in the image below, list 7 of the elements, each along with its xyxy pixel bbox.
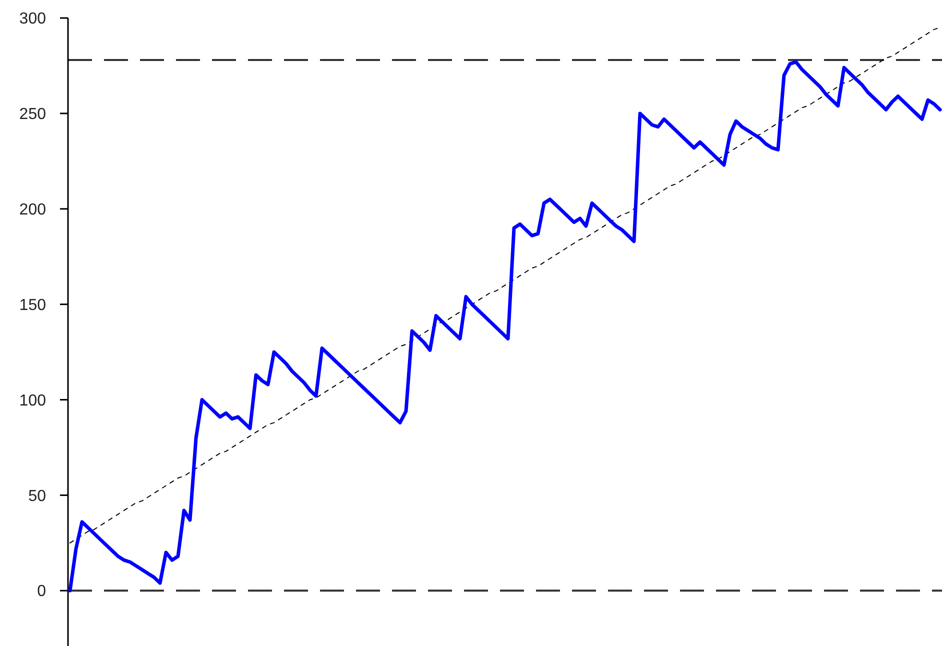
- y-tick-label: 0: [37, 583, 46, 600]
- y-tick-label: 150: [19, 296, 46, 314]
- y-tick-label: 100: [19, 392, 46, 410]
- y-tick-label: 300: [19, 10, 46, 28]
- y-tick-label: 50: [28, 488, 46, 505]
- y-tick-label: 250: [19, 106, 46, 124]
- y-tick-label: 200: [19, 201, 46, 218]
